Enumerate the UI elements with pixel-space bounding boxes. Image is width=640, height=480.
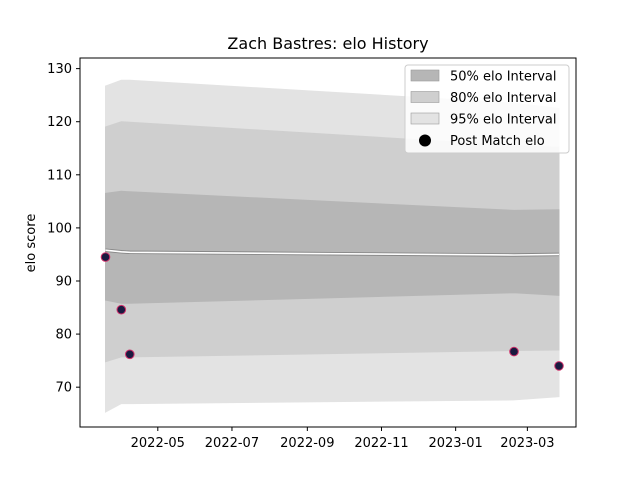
legend-box — [404, 64, 570, 154]
y-tick-label: 80 — [55, 328, 72, 343]
legend-swatch — [410, 112, 440, 125]
post-match-point — [554, 361, 564, 371]
x-tick-label: 2023-03 — [500, 436, 554, 451]
x-tick-label: 2023-01 — [428, 436, 482, 451]
interval-bands — [105, 79, 560, 413]
legend-label: 95% elo Interval — [450, 113, 557, 128]
x-tick-label: 2022-05 — [131, 436, 185, 451]
y-tick-label: 100 — [47, 221, 72, 236]
legend-label: Post Match elo — [450, 134, 545, 149]
post-match-point — [125, 349, 135, 360]
legend-label: 50% elo Interval — [450, 70, 557, 85]
legend-swatch — [410, 69, 440, 82]
x-axis: 2022-05 2022-07 2022-09 2022-11 2023-01 2023-… — [131, 427, 555, 451]
chart-title: Zach Bastres: elo History — [227, 34, 428, 53]
y-axis: 70 80 90 100 110 120 130 — [47, 62, 80, 396]
post-match-point — [509, 346, 519, 357]
post-match-point — [100, 252, 111, 262]
legend: 50% elo Interval 80% elo Interval 95% elo … — [404, 64, 570, 154]
y-tick-label: 130 — [47, 62, 72, 77]
mean-line-layer — [105, 248, 560, 257]
legend-marker — [419, 134, 431, 147]
y-tick-label: 90 — [55, 274, 72, 289]
y-axis-label: elo score — [24, 214, 39, 273]
post-match-point — [116, 304, 127, 315]
y-tick-label: 110 — [47, 168, 72, 183]
legend-swatch — [410, 91, 440, 103]
legend-label: 80% elo Interval — [450, 91, 557, 106]
mean-line — [105, 249, 560, 256]
x-tick-label: 2022-09 — [280, 436, 334, 451]
plot-area-frame — [79, 57, 577, 428]
post-match-points — [100, 252, 564, 371]
band-50-percent — [105, 190, 560, 304]
x-tick-label: 2022-11 — [354, 436, 408, 451]
y-tick-label: 70 — [55, 381, 72, 396]
y-tick-label: 120 — [47, 115, 72, 130]
x-tick-label: 2022-07 — [205, 436, 259, 451]
